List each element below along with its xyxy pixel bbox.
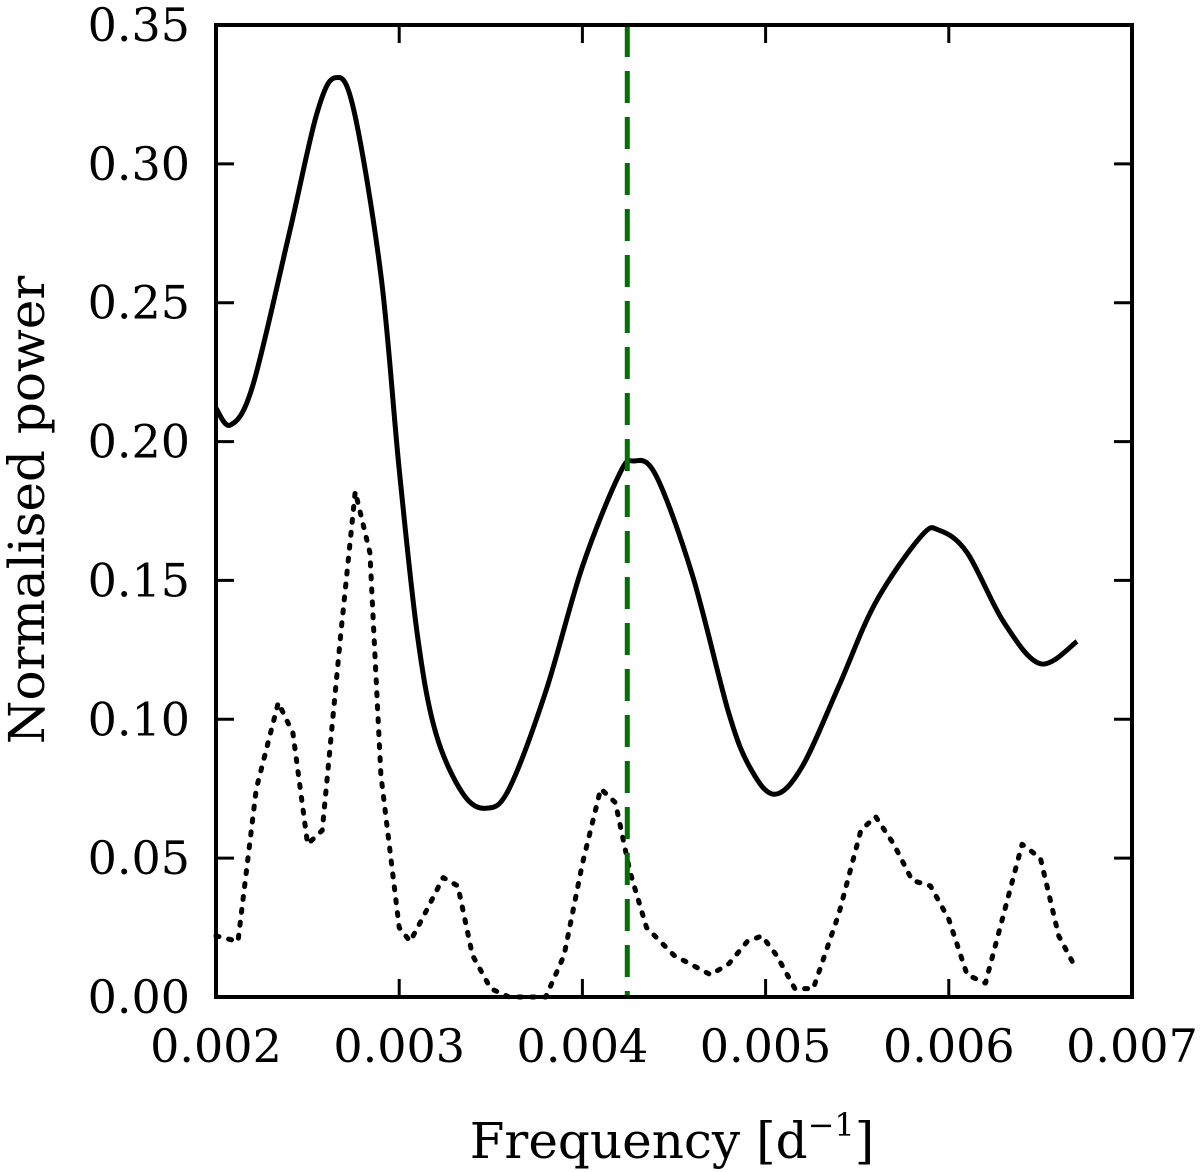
x-tick-label: 0.007 [1066, 1019, 1198, 1073]
x-axis-label: Frequency [d−1] [470, 1106, 875, 1170]
x-axis-label-text: Frequency [d [470, 1112, 808, 1170]
x-tick-label: 0.002 [150, 1019, 282, 1073]
y-tick-label: 0.20 [88, 415, 190, 469]
x-tick-label: 0.003 [333, 1019, 465, 1073]
x-tick-labels: 0.002 0.003 0.004 0.005 0.006 0.007 [150, 1019, 1198, 1073]
y-axis-label: Normalised power [0, 276, 56, 745]
y-tick-labels: 0.00 0.05 0.10 0.15 0.20 0.25 0.30 0.35 [88, 0, 190, 1024]
y-tick-label: 0.00 [88, 970, 190, 1024]
y-tick-label: 0.30 [88, 137, 190, 191]
x-axis-label-superscript: −1 [808, 1106, 855, 1144]
plot-frame [214, 23, 1134, 999]
x-tick-label: 0.006 [883, 1019, 1015, 1073]
x-tick-label: 0.005 [700, 1019, 832, 1073]
y-tick-label: 0.10 [88, 692, 190, 746]
y-tick-label: 0.15 [88, 553, 190, 607]
y-tick-label: 0.35 [88, 0, 190, 52]
x-axis-label-close: ] [855, 1112, 875, 1170]
series-layer [213, 74, 1079, 1000]
tick-marks [214, 23, 1134, 999]
y-tick-label: 0.25 [88, 276, 190, 330]
series-line-solid [213, 74, 1079, 811]
y-tick-label: 0.05 [88, 831, 190, 885]
series-line-dotted [213, 489, 1076, 1000]
x-tick-label: 0.004 [517, 1019, 649, 1073]
